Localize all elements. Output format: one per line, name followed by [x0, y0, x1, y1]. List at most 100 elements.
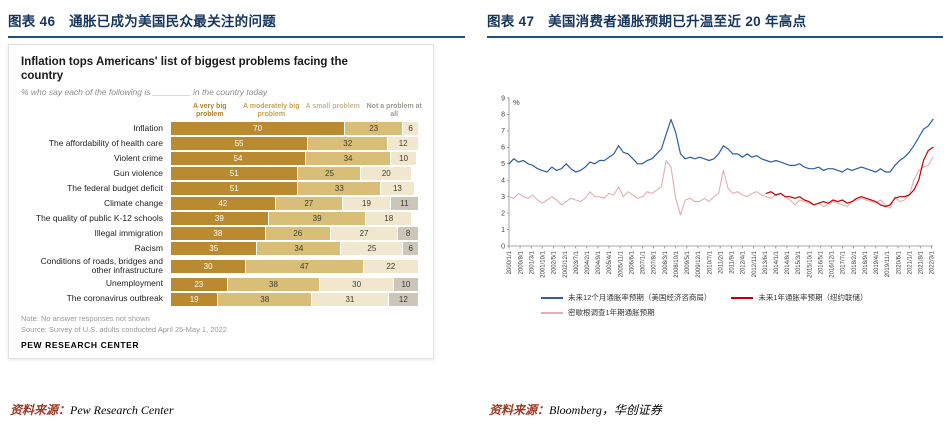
svg-text:2018/9/1: 2018/9/1: [863, 250, 869, 274]
figure-47-caption: 图表 47 美国消费者通胀预期已升温至近 20 年高点: [487, 14, 807, 29]
pew-row-bar: 19 38 31 12: [171, 292, 419, 306]
line-legend-item: 未来12个月通胀率预期（美国经济咨商局）: [541, 292, 711, 303]
source-text: Pew Research Center: [70, 403, 174, 417]
pew-bar-segment: 13: [381, 181, 414, 195]
line-series-1: [765, 146, 934, 208]
svg-text:3: 3: [501, 194, 505, 201]
pew-bar-segment: 10: [393, 277, 418, 291]
legend-label: 密歇根调查1年期通胀预期: [568, 308, 655, 317]
svg-text:6: 6: [501, 145, 505, 152]
svg-text:2003/7/1: 2003/7/1: [574, 250, 580, 274]
pew-bar-segment: 25: [298, 166, 361, 180]
legend-line-swatch: [541, 311, 563, 314]
svg-text:2013/6/1: 2013/6/1: [763, 250, 769, 274]
svg-text:2012/11/1: 2012/11/1: [752, 250, 758, 277]
svg-text:2002/12/1: 2002/12/1: [563, 250, 569, 277]
figure-47-panel: 图表 47 美国消费者通胀预期已升温至近 20 年高点 0 1 2 3 4 5 6 7 8 9% 2…: [487, 8, 943, 428]
pew-bar-segment: 30: [171, 259, 246, 273]
pew-bar-segment: 39: [268, 211, 366, 225]
pew-chart-card: Inflation tops Americans' list of bigges…: [8, 44, 434, 359]
pew-source-note: Source: Survey of U.S. adults conducted …: [21, 324, 227, 334]
pew-row: Racism 35 34 25 6: [21, 241, 421, 255]
svg-text:2014/1/1: 2014/1/1: [774, 250, 780, 274]
source-prefix-label: 资料来源：: [489, 403, 550, 417]
line-series-0: [508, 118, 934, 173]
pew-row-label: The coronavirus outbreak: [66, 293, 163, 304]
pew-bar-segment: 30: [320, 277, 393, 291]
pew-row-bar: 55 32 12: [171, 136, 419, 150]
pew-legend-item: Not a problem at all: [366, 102, 422, 118]
line-legend-item: 未来1年通胀率预期（纽约联储）: [731, 292, 868, 303]
svg-text:2000/1/1: 2000/1/1: [507, 250, 513, 274]
pew-row-bar: 38 26 27 8: [171, 226, 419, 240]
svg-text:2009/12/1: 2009/12/1: [696, 250, 702, 277]
pew-row: Inflation 70 23 6: [21, 121, 421, 135]
pew-row-label: Gun violence: [113, 167, 163, 178]
pew-bar-segment: 32: [308, 136, 388, 150]
pew-bar-segment: 6: [403, 241, 418, 255]
svg-text:2012/4/1: 2012/4/1: [741, 250, 747, 274]
pew-chart-subtitle: % who say each of the following is _____…: [21, 86, 268, 97]
svg-text:2010/7/1: 2010/7/1: [707, 250, 713, 274]
pew-bar-segment: 25: [341, 241, 403, 255]
svg-text:2007/1/1: 2007/1/1: [641, 250, 647, 274]
pew-legend-item: A moderately big problem: [242, 102, 300, 118]
pew-row: Conditions of roads, bridges and other i…: [21, 255, 421, 276]
pew-bar-segment: 23: [171, 277, 227, 291]
pew-bar-segment: 47: [246, 259, 363, 273]
pew-bar-segment: 39: [171, 211, 268, 225]
pew-row-bar: 23 38 30 10: [171, 277, 419, 291]
pew-legend-item: A small problem: [305, 102, 360, 110]
pew-row-bar: 51 33 13: [171, 181, 419, 195]
pew-bar-segment: 38: [218, 292, 312, 306]
svg-text:2017/7/1: 2017/7/1: [841, 250, 847, 274]
pew-brand: PEW RESEARCH CENTER: [21, 339, 140, 350]
pew-bar-segment: 27: [275, 196, 343, 210]
pew-bar-segment: 20: [361, 166, 412, 180]
svg-text:2001/3/1: 2001/3/1: [529, 250, 535, 274]
pew-row-bar: 70 23 6: [171, 121, 419, 135]
pew-row-label: Racism: [134, 242, 163, 253]
pew-row-bar: 35 34 25 6: [171, 241, 419, 255]
pew-bar-segment: 35: [171, 241, 257, 255]
pew-rows: Inflation 70 23 6 The affordability of healt…: [21, 121, 421, 306]
pew-bar-segment: 22: [363, 259, 418, 273]
pew-row-bar: 54 34 10: [171, 151, 419, 165]
figure-46-source: 资料来源：Pew Research Center: [8, 395, 465, 428]
pew-bar-segment: 51: [171, 181, 298, 195]
pew-bar-segment: 26: [265, 226, 330, 240]
legend-label: 未来1年通胀率预期（纽约联储）: [758, 293, 868, 302]
pew-row: The affordability of health care 55 32 12: [21, 136, 421, 150]
svg-text:0: 0: [501, 243, 505, 250]
pew-bar-segment: 19: [343, 196, 390, 210]
pew-row: Violent crime 54 34 10: [21, 151, 421, 165]
pew-row-label: Illegal immigration: [94, 227, 164, 238]
svg-text:2015/3/1: 2015/3/1: [796, 250, 802, 274]
line-legend-row: 未来12个月通胀率预期（美国经济咨商局） 未来1年通胀率预期（纽约联储）: [541, 292, 868, 303]
inflation-expectations-chart: 0 1 2 3 4 5 6 7 8 9% 2000/1/1 2000/8/1 2001/3/1 2001/…: [489, 88, 943, 322]
pew-row: The quality of public K-12 schools 39 39 18: [21, 211, 421, 225]
pew-row-bar: 30 47 22: [171, 259, 419, 273]
figure-46-divider: [8, 36, 465, 38]
pew-bar-segment: 27: [330, 226, 398, 240]
figure-46-panel: 图表 46 通胀已成为美国民众最关注的问题 Inflation tops Ame…: [8, 8, 465, 428]
svg-text:2007/8/1: 2007/8/1: [652, 250, 658, 274]
pew-row-label: Conditions of roads, bridges and other i…: [40, 255, 163, 276]
pew-row-label: Climate change: [103, 197, 163, 208]
svg-text:2008/3/1: 2008/3/1: [663, 250, 669, 274]
svg-text:2020/6/1: 2020/6/1: [896, 250, 902, 274]
pew-bar-segment: 70: [171, 121, 345, 135]
svg-text:2011/9/1: 2011/9/1: [730, 250, 736, 274]
legend-label: 未来12个月通胀率预期（美国经济咨商局）: [568, 293, 712, 302]
pew-legend-item: A very big problem: [192, 102, 227, 118]
line-legend-item: 密歇根调查1年期通胀预期: [541, 307, 655, 318]
pew-bar-segment: 42: [171, 196, 275, 210]
svg-text:8: 8: [501, 112, 505, 119]
svg-text:2002/5/1: 2002/5/1: [552, 250, 558, 274]
pew-bar-segment: 23: [345, 121, 403, 135]
svg-text:2005/4/1: 2005/4/1: [607, 250, 613, 274]
line-legend-row: 密歇根调查1年期通胀预期: [541, 307, 868, 318]
svg-text:9: 9: [501, 95, 505, 102]
pew-bar-segment: 8: [398, 226, 418, 240]
